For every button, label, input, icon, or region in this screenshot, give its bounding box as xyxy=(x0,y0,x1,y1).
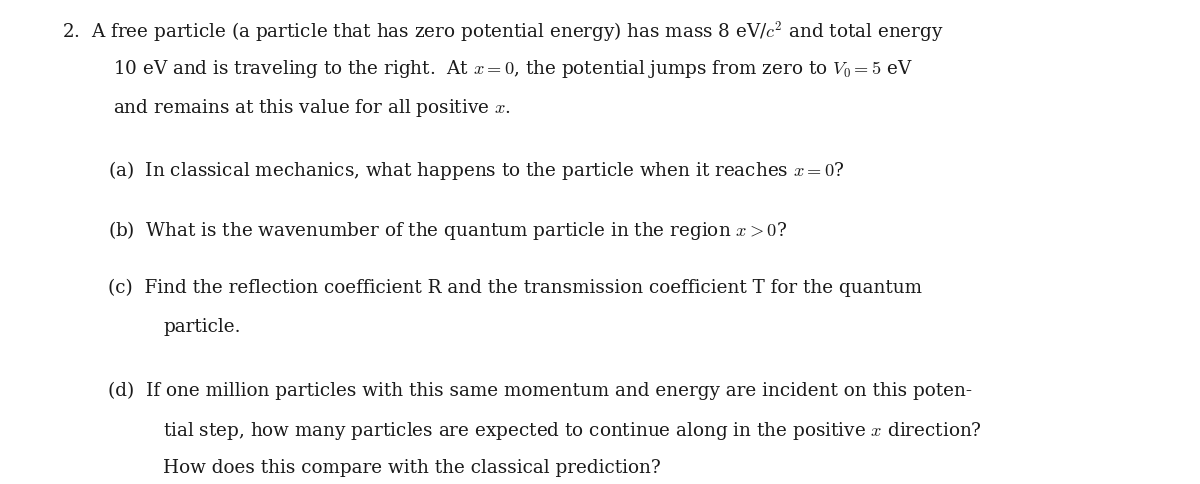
Text: 10 eV and is traveling to the right.  At $x = 0$, the potential jumps from zero : 10 eV and is traveling to the right. At … xyxy=(113,58,912,80)
Text: How does this compare with the classical prediction?: How does this compare with the classical… xyxy=(163,459,661,477)
Text: tial step, how many particles are expected to continue along in the positive $x$: tial step, how many particles are expect… xyxy=(163,420,982,442)
Text: and remains at this value for all positive $x$.: and remains at this value for all positi… xyxy=(113,97,511,119)
Text: particle.: particle. xyxy=(163,318,241,335)
Text: (d)  If one million particles with this same momentum and energy are incident on: (d) If one million particles with this s… xyxy=(108,381,972,400)
Text: (c)  Find the reflection coefficient R and the transmission coefficient T for th: (c) Find the reflection coefficient R an… xyxy=(108,279,922,297)
Text: 2.  A free particle (a particle that has zero potential energy) has mass 8 eV/$c: 2. A free particle (a particle that has … xyxy=(62,19,944,44)
Text: (a)  In classical mechanics, what happens to the particle when it reaches $x = 0: (a) In classical mechanics, what happens… xyxy=(108,159,845,182)
Text: (b)  What is the wavenumber of the quantum particle in the region $x > 0$?: (b) What is the wavenumber of the quantu… xyxy=(108,219,787,242)
